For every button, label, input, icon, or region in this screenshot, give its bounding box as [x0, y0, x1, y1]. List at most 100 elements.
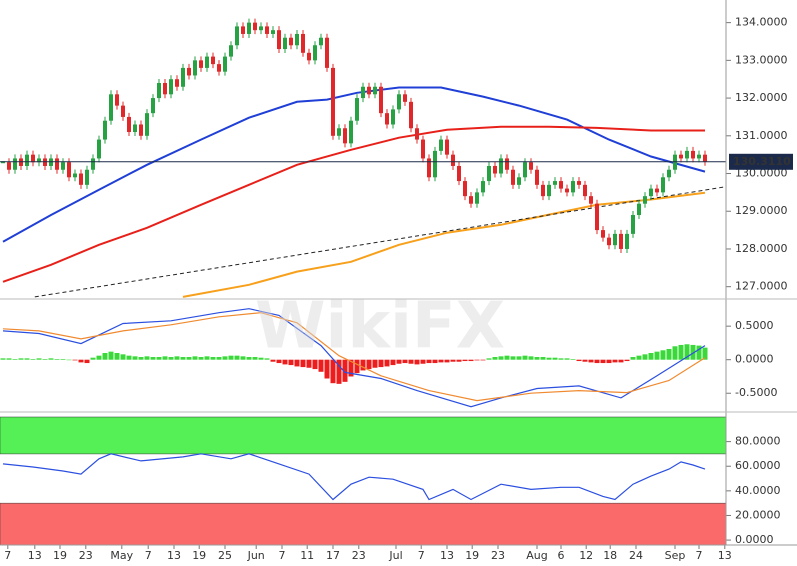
candle	[133, 124, 137, 133]
candle	[25, 154, 29, 166]
histogram-bar	[252, 357, 258, 360]
x-tick-label: 17	[326, 549, 340, 562]
y-tick-label: 80.0000	[735, 435, 781, 448]
histogram-bar	[186, 357, 192, 360]
histogram-bar	[648, 352, 654, 360]
candle	[541, 184, 545, 197]
histogram-bar	[486, 358, 492, 360]
histogram-bar	[150, 357, 156, 360]
moving-average	[2, 86, 706, 243]
histogram-bar	[636, 355, 642, 360]
x-tick-label: 19	[465, 549, 479, 562]
histogram-bar	[312, 359, 318, 370]
candle	[295, 33, 299, 46]
candle	[517, 177, 521, 185]
candle	[31, 154, 35, 163]
histogram-bar	[102, 352, 108, 360]
candle	[253, 22, 257, 31]
x-tick-label: 7	[418, 549, 425, 562]
macd-line	[2, 312, 706, 402]
histogram-bar	[534, 357, 540, 360]
candle	[121, 105, 125, 117]
x-tick-label: Jul	[388, 549, 402, 562]
candle	[223, 56, 227, 72]
x-tick-label: 19	[53, 549, 67, 562]
candle	[187, 67, 191, 76]
candle	[7, 162, 11, 170]
histogram-bar	[618, 359, 624, 363]
candle	[595, 203, 599, 231]
histogram-bar	[606, 359, 612, 364]
moving-average	[2, 125, 705, 283]
candle	[193, 60, 197, 76]
histogram-bar	[444, 359, 450, 363]
histogram-bar	[156, 357, 162, 360]
histogram-bar	[654, 351, 660, 360]
x-tick-label: 19	[192, 549, 206, 562]
histogram-bar	[48, 358, 54, 360]
oversold-zone	[0, 502, 727, 546]
y-tick-label: 0.0000	[735, 353, 774, 366]
candle	[91, 158, 95, 170]
candle	[403, 94, 407, 102]
histogram-bar	[90, 357, 96, 360]
candle	[337, 128, 341, 136]
x-tick-label: 13	[167, 549, 181, 562]
histogram-bar	[366, 359, 372, 370]
histogram-bar	[504, 355, 510, 360]
candle	[325, 37, 329, 68]
candle	[397, 94, 401, 110]
candle	[439, 139, 443, 151]
x-tick-label: 7	[696, 549, 703, 562]
x-tick-label: 24	[629, 549, 643, 562]
histogram-bar	[438, 359, 444, 363]
candle	[247, 22, 251, 34]
candle	[259, 26, 263, 31]
candle	[409, 101, 413, 129]
candle	[523, 162, 527, 178]
rsi-line	[2, 453, 706, 501]
histogram-bar	[192, 356, 198, 360]
histogram-bar	[570, 359, 576, 360]
candle	[445, 139, 449, 155]
candle	[415, 128, 419, 140]
histogram-bar	[588, 359, 594, 363]
histogram-bar	[60, 359, 66, 360]
candle	[487, 165, 491, 182]
candle	[367, 86, 371, 95]
candle	[373, 86, 377, 95]
histogram-bar	[240, 356, 246, 360]
candle	[235, 26, 239, 46]
y-tick-label: 134.0000	[735, 16, 788, 29]
histogram-bar	[180, 357, 186, 360]
candle	[457, 165, 461, 182]
histogram-bar	[66, 359, 72, 361]
x-tick-label: 7	[145, 549, 152, 562]
histogram-bar	[42, 359, 48, 360]
histogram-bar	[168, 357, 174, 360]
histogram-bar	[480, 359, 486, 361]
candle	[625, 233, 629, 249]
histogram-bar	[354, 359, 360, 374]
histogram-bar	[336, 359, 342, 384]
histogram-bar	[78, 359, 84, 363]
candle	[469, 196, 473, 204]
y-tick-label: 129.0000	[735, 204, 788, 217]
histogram-bar	[330, 359, 336, 384]
histogram-bar	[396, 359, 402, 364]
candle	[667, 169, 671, 178]
x-tick-label: 18	[603, 549, 617, 562]
candle	[61, 162, 65, 170]
histogram-bar	[162, 356, 168, 360]
histogram-bar	[138, 357, 144, 360]
histogram-bar	[600, 359, 606, 364]
watermark: WikiFX	[255, 290, 505, 364]
x-tick-label: 23	[79, 549, 93, 562]
y-tick-label: 40.0000	[735, 484, 781, 497]
histogram-bar	[96, 355, 102, 360]
histogram-bar	[12, 359, 18, 360]
histogram-bar	[126, 355, 132, 360]
histogram-bar	[456, 359, 462, 362]
histogram-bar	[204, 356, 210, 360]
